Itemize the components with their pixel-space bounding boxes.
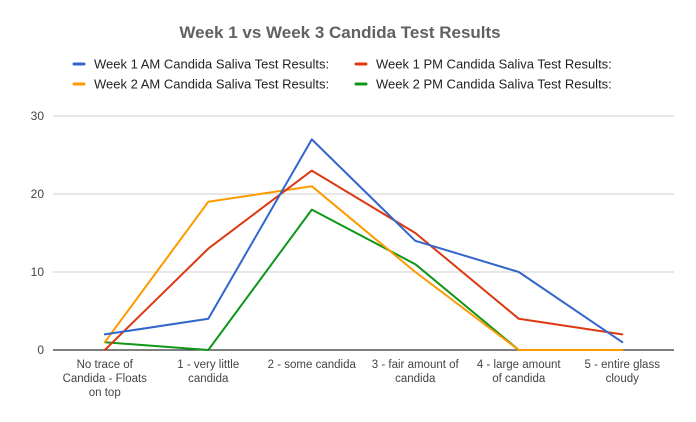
- series-line: [103, 169, 624, 351]
- legend-entry: Week 2 PM Candida Saliva Test Results:: [376, 77, 612, 92]
- series-line: [103, 185, 624, 351]
- chart-title: Week 1 vs Week 3 Candida Test Results: [179, 23, 500, 42]
- y-axis-ticks: 0 10 20 30: [31, 109, 45, 357]
- x-category-label: 4 - large amount of candida: [477, 359, 562, 385]
- x-axis-categories: No trace of Candida - Floats on top 1 - ver…: [63, 359, 661, 399]
- series-lines: [103, 138, 624, 351]
- series-line: [103, 138, 624, 344]
- legend-entry: Week 2 AM Candida Saliva Test Results:: [94, 77, 329, 92]
- x-category-label: 5 - entire glass cloudy: [585, 359, 661, 385]
- y-tick-label: 0: [37, 343, 44, 357]
- series-line: [103, 208, 624, 351]
- legend-entry: Week 1 PM Candida Saliva Test Results:: [376, 57, 612, 72]
- y-tick-label: 10: [31, 265, 45, 279]
- x-category-label: 1 - very little candida: [177, 359, 239, 385]
- x-category-label: No trace of Candida - Floats on top: [63, 359, 148, 399]
- legend-entry: Week 1 AM Candida Saliva Test Results:: [94, 57, 329, 72]
- legend: Week 1 AM Candida Saliva Test Results: We…: [72, 57, 612, 92]
- x-category-label: 2 - some candida: [268, 359, 357, 371]
- y-tick-label: 20: [31, 187, 45, 201]
- x-category-label: 3 - fair amount of candida: [372, 359, 460, 385]
- y-tick-label: 30: [31, 109, 45, 123]
